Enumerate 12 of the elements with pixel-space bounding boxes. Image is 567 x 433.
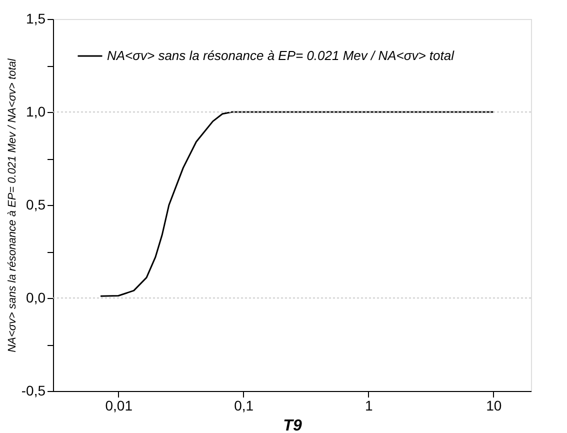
legend-label: NA<σv> sans la résonance à EP= 0.021 Mev / NA<σv> total (107, 48, 456, 63)
y-tick-label: 0,0 (26, 290, 46, 306)
x-tick-label: 1 (364, 398, 373, 414)
x-tick-label: 0,01 (105, 398, 133, 414)
y-tick-label: 0,5 (26, 196, 46, 212)
x-axis-title: T9 (283, 418, 302, 433)
y-tick-label: 1,0 (26, 104, 46, 120)
x-tick-label: 0,1 (234, 398, 254, 414)
x-tick-label: 10 (486, 398, 502, 414)
y-axis-title: NA<σv> sans la résonance à EP= 0.021 Mev / NA<σv> total (6, 58, 18, 352)
y-tick-label: 1,5 (26, 10, 46, 26)
y-tick-label: -0,5 (21, 382, 46, 398)
